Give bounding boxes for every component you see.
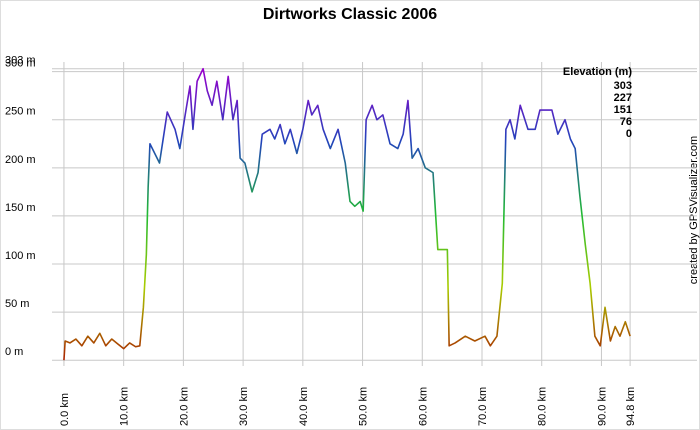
x-tick-label: 90.0 km bbox=[596, 387, 608, 426]
x-tick-label: 0.0 km bbox=[59, 393, 71, 426]
x-tick-label: 80.0 km bbox=[537, 387, 549, 426]
x-tick-label: 60.0 km bbox=[417, 387, 429, 426]
legend-title: Elevation (m) bbox=[563, 66, 632, 78]
y-tick-label: 300 m bbox=[5, 58, 36, 70]
legend-value: 151 bbox=[614, 104, 632, 116]
x-tick-label: 40.0 km bbox=[298, 387, 310, 426]
y-tick-label: 150 m bbox=[5, 202, 36, 214]
credit: created by GPSVisualizer.com bbox=[688, 136, 700, 284]
elevation-line bbox=[63, 67, 631, 361]
y-tick-label: 200 m bbox=[5, 154, 36, 166]
x-tick-label: 94.8 km bbox=[625, 387, 637, 426]
chart-title: Dirtworks Classic 2006 bbox=[263, 6, 437, 23]
y-tick-label: 100 m bbox=[5, 250, 36, 262]
x-tick-label: 50.0 km bbox=[358, 387, 370, 426]
y-tick-label: 303 m bbox=[5, 55, 36, 67]
x-tick-label: 10.0 km bbox=[119, 387, 131, 426]
legend-value: 76 bbox=[620, 116, 632, 128]
x-tick-label: 30.0 km bbox=[238, 387, 250, 426]
legend-value: 303 bbox=[614, 80, 632, 92]
legend-value: 227 bbox=[614, 92, 632, 104]
legend-value: 0 bbox=[626, 128, 632, 140]
x-tick-label: 70.0 km bbox=[477, 387, 489, 426]
x-tick-label: 20.0 km bbox=[178, 387, 190, 426]
y-tick-label: 250 m bbox=[5, 106, 36, 118]
y-tick-label: 50 m bbox=[5, 298, 29, 310]
y-tick-label: 0 m bbox=[5, 346, 23, 358]
